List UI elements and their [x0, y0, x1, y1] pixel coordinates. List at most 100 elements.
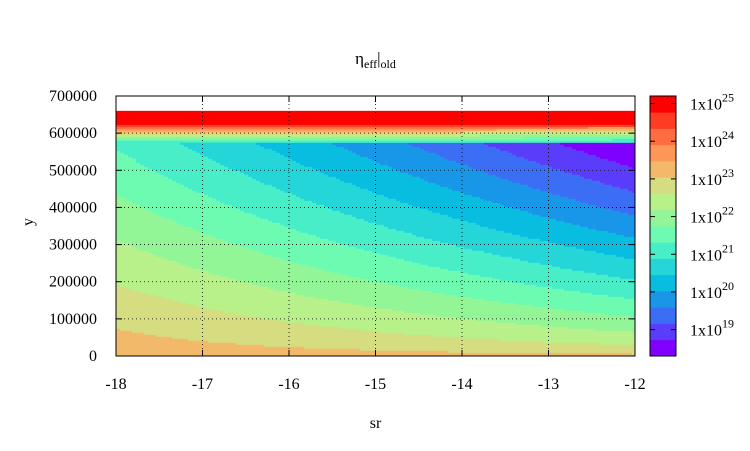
heat-cell — [492, 126, 497, 130]
heat-cell — [608, 118, 613, 122]
heat-cell — [580, 112, 585, 116]
heat-cell — [144, 116, 149, 120]
heat-cell — [368, 122, 373, 126]
heat-cell — [292, 116, 297, 120]
heat-cell — [268, 130, 273, 134]
heat-cell — [464, 118, 469, 122]
heat-cell — [272, 110, 277, 114]
heat-cell — [560, 122, 565, 126]
heat-cell — [516, 126, 521, 130]
heat-cell — [272, 116, 277, 120]
heat-cell — [384, 128, 389, 132]
heat-cell — [420, 128, 425, 132]
heat-cell — [140, 118, 145, 122]
heat-cell — [248, 126, 253, 130]
heat-cell — [304, 130, 309, 134]
heat-cell — [500, 114, 505, 118]
heat-cell — [300, 130, 305, 134]
heat-cell — [316, 118, 321, 122]
heat-cell — [136, 120, 141, 124]
heat-cell — [120, 118, 125, 122]
heat-cell — [504, 120, 509, 124]
heat-cell — [532, 128, 537, 132]
heat-cell — [484, 124, 489, 128]
heat-cell — [392, 120, 397, 124]
heat-cell — [596, 112, 601, 116]
heat-cell — [576, 112, 581, 116]
heat-cell — [516, 118, 521, 122]
heat-cell — [316, 126, 321, 130]
heat-cell — [288, 112, 293, 116]
heat-cell — [448, 128, 453, 132]
heat-cell — [196, 116, 201, 120]
heat-cell — [136, 118, 141, 122]
heat-cell — [340, 118, 345, 122]
heat-cell — [236, 110, 241, 114]
heat-cell — [456, 112, 461, 116]
heat-cell — [544, 124, 549, 128]
heat-cell — [272, 124, 277, 128]
heat-cell — [184, 118, 189, 122]
heat-cell — [436, 126, 441, 130]
heat-cell — [556, 128, 561, 132]
heat-cell — [436, 122, 441, 126]
heat-cell — [516, 122, 521, 126]
heat-cell — [164, 116, 169, 120]
heat-cell — [172, 116, 177, 120]
heat-cell — [296, 116, 301, 120]
heat-cell — [416, 116, 421, 120]
heat-cell — [276, 110, 281, 114]
heat-cell — [388, 112, 393, 116]
heat-cell — [144, 128, 149, 132]
heat-cell — [368, 120, 373, 124]
heat-cell — [592, 114, 597, 118]
heat-cell — [536, 110, 541, 114]
heat-cell — [568, 124, 573, 128]
heat-cell — [240, 112, 245, 116]
heat-cell — [300, 118, 305, 122]
heat-cell — [360, 124, 365, 128]
heat-cell — [304, 122, 309, 126]
heat-cell — [128, 126, 133, 130]
heat-cell — [520, 116, 525, 120]
heat-cell — [484, 114, 489, 118]
heat-cell — [400, 128, 405, 132]
heat-cell — [216, 130, 221, 134]
heat-cell — [564, 126, 569, 130]
heat-cell — [596, 126, 601, 130]
heat-cell — [584, 120, 589, 124]
heat-cell — [284, 118, 289, 122]
heat-cell — [616, 116, 621, 120]
heat-cell — [284, 128, 289, 132]
heat-cell — [420, 116, 425, 120]
heat-cell — [508, 110, 513, 114]
heat-cell — [292, 124, 297, 128]
heat-cell — [336, 126, 341, 130]
heat-cell — [180, 124, 185, 128]
heat-cell — [120, 126, 125, 130]
heat-cell — [260, 116, 265, 120]
heat-cell — [308, 114, 313, 118]
heat-cell — [232, 112, 237, 116]
heat-cell — [480, 110, 485, 114]
heat-cell — [236, 120, 241, 124]
heat-cell — [504, 114, 509, 118]
heat-cell — [376, 120, 381, 124]
heat-cell — [120, 116, 125, 120]
heat-cell — [144, 130, 149, 134]
heat-cell — [256, 112, 261, 116]
heat-cell — [392, 118, 397, 122]
heat-cell — [256, 110, 261, 114]
heat-cell — [124, 114, 129, 118]
heat-cell — [268, 114, 273, 118]
heat-cell — [548, 116, 553, 120]
heat-cell — [596, 116, 601, 120]
heat-cell — [336, 112, 341, 116]
heat-cell — [552, 120, 557, 124]
heat-cell — [192, 118, 197, 122]
heat-cell — [300, 112, 305, 116]
heat-cell — [244, 116, 249, 120]
heat-cell — [204, 118, 209, 122]
heat-cell — [260, 120, 265, 124]
